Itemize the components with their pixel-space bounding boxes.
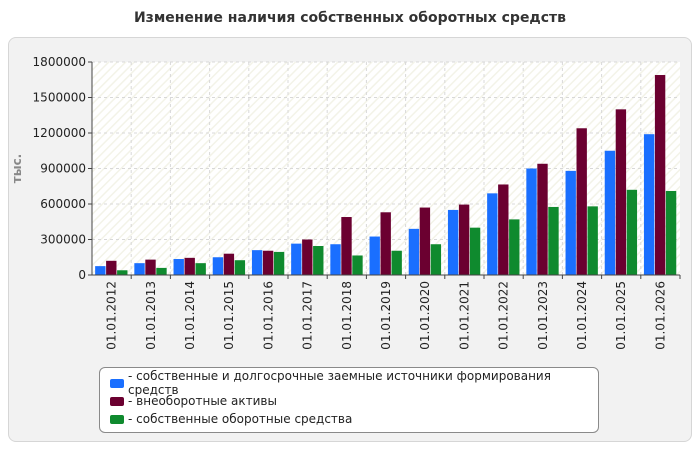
- x-tick-label: 01.01.2021: [457, 281, 471, 350]
- x-tick-label: 01.01.2018: [340, 281, 354, 350]
- bar: [526, 168, 537, 275]
- bar: [469, 227, 481, 275]
- bar: [430, 244, 442, 275]
- chart-legend: - собственные и долгосрочные заемные ист…: [99, 367, 599, 433]
- bar: [458, 204, 470, 275]
- x-tick-label: 01.01.2019: [379, 281, 393, 350]
- bar: [380, 212, 391, 275]
- bar: [95, 266, 106, 275]
- bar: [173, 259, 184, 275]
- x-tick-label: 01.01.2015: [222, 281, 236, 350]
- legend-swatch: [110, 378, 124, 388]
- y-tick-label: 300000: [40, 233, 86, 247]
- bar: [576, 128, 587, 275]
- bar: [665, 190, 677, 275]
- bar: [419, 207, 431, 275]
- bar: [330, 244, 341, 275]
- bar: [498, 184, 509, 275]
- legend-item: - внеоборотные активы: [110, 392, 588, 410]
- bar: [212, 257, 224, 275]
- bar: [509, 219, 520, 275]
- y-tick-label: 600000: [40, 197, 86, 211]
- bar: [313, 246, 324, 275]
- legend-label: - внеоборотные активы: [128, 394, 277, 408]
- y-tick-label: 900000: [40, 162, 86, 176]
- bar: [626, 189, 638, 275]
- y-tick-label: 1500000: [33, 91, 86, 105]
- bar: [262, 250, 274, 275]
- bar: [587, 206, 598, 275]
- y-tick-label: 1800000: [33, 55, 86, 69]
- legend-swatch: [110, 414, 124, 424]
- bar: [145, 259, 156, 275]
- y-tick-label: 1200000: [33, 126, 86, 140]
- bar: [106, 260, 117, 275]
- bar: [302, 239, 313, 275]
- chart-title: Изменение наличия собственных оборотных …: [133, 10, 567, 26]
- x-tick-label: 01.01.2012: [105, 281, 119, 350]
- bar: [134, 263, 145, 275]
- bar: [341, 217, 352, 275]
- x-tick-label: 01.01.2023: [536, 281, 550, 350]
- bar: [487, 193, 498, 275]
- bar: [643, 134, 655, 275]
- bar: [537, 163, 548, 275]
- legend-label: - собственные и долгосрочные заемные ист…: [128, 369, 551, 397]
- bar: [615, 109, 627, 275]
- bar: [369, 236, 380, 275]
- bar: [565, 170, 576, 275]
- x-tick-label: 01.01.2020: [418, 281, 432, 350]
- legend-item: - собственные оборотные средства: [110, 410, 588, 428]
- bar: [291, 243, 302, 275]
- bar: [273, 251, 285, 275]
- bar: [156, 267, 167, 275]
- x-tick-label: 01.01.2016: [261, 281, 275, 350]
- x-tick-label: 01.01.2014: [183, 281, 197, 350]
- legend-swatch: [110, 396, 124, 406]
- x-tick-label: 01.01.2026: [653, 281, 667, 350]
- bar: [184, 257, 195, 275]
- bar: [223, 253, 235, 275]
- x-tick-label: 01.01.2017: [301, 281, 315, 350]
- bar: [447, 209, 459, 275]
- bar: [654, 75, 666, 276]
- x-tick-label: 01.01.2013: [144, 281, 158, 350]
- y-tick-label: 0: [78, 268, 86, 282]
- bar: [391, 250, 402, 275]
- legend-item: - собственные и долгосрочные заемные ист…: [110, 369, 588, 397]
- legend-label: - собственные оборотные средства: [128, 412, 353, 426]
- bar: [251, 250, 263, 275]
- bar: [117, 270, 128, 275]
- bar: [352, 255, 363, 275]
- bar: [604, 150, 616, 275]
- bar: [408, 228, 420, 275]
- x-tick-label: 01.01.2025: [614, 281, 628, 350]
- x-tick-label: 01.01.2022: [497, 281, 511, 350]
- bar: [195, 263, 206, 275]
- y-axis-label: тыс.: [10, 154, 24, 183]
- bar: [548, 206, 559, 275]
- bar: [234, 260, 246, 275]
- x-tick-label: 01.01.2024: [575, 281, 589, 350]
